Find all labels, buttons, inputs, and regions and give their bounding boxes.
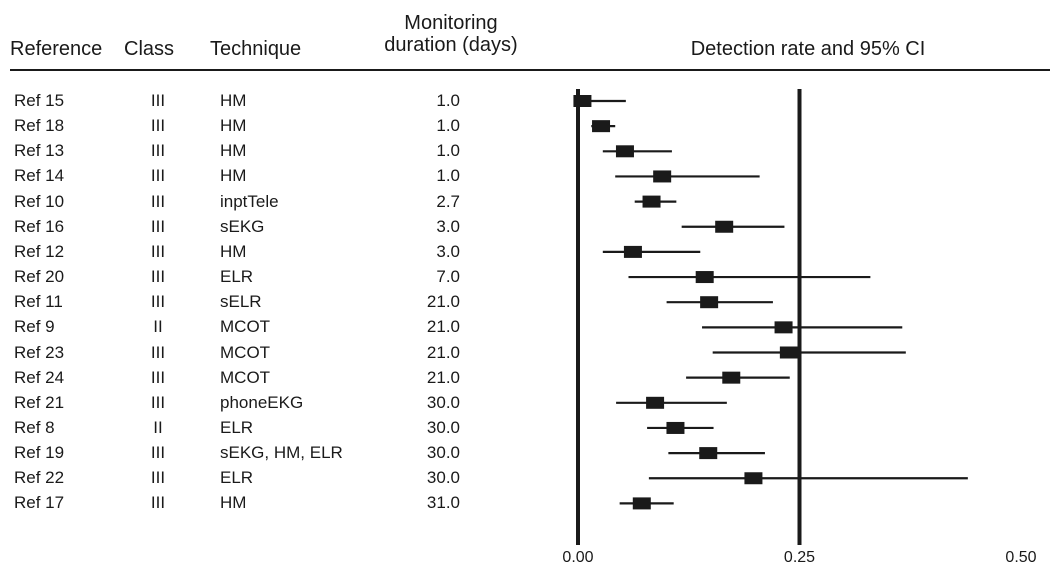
point-estimate xyxy=(573,95,592,107)
cell-duration: 21.0 xyxy=(426,292,460,312)
cell-technique: sEKG xyxy=(220,216,265,236)
cell-duration: 1.0 xyxy=(436,166,460,186)
cell-technique: HM xyxy=(220,141,247,161)
x-tick-label: 0.00 xyxy=(562,549,593,566)
cell-class: II xyxy=(153,317,163,337)
cell-technique: MCOT xyxy=(220,317,271,337)
cell-duration: 21.0 xyxy=(426,342,460,362)
point-estimate xyxy=(615,145,634,158)
point-estimate xyxy=(642,195,661,208)
point-estimate xyxy=(632,497,651,510)
cell-technique: ELR xyxy=(220,417,254,437)
cell-reference: Ref 21 xyxy=(14,392,65,412)
cell-reference: Ref 22 xyxy=(14,468,65,488)
cell-duration: 1.0 xyxy=(436,116,460,136)
cell-class: III xyxy=(150,91,166,110)
cell-duration: 31.0 xyxy=(426,493,460,513)
cell-duration: 21.0 xyxy=(426,317,460,337)
cell-reference: Ref 17 xyxy=(14,493,65,513)
cell-duration: 1.0 xyxy=(436,91,460,110)
cell-technique: sELR xyxy=(220,292,262,312)
cell-reference: Ref 14 xyxy=(14,166,65,186)
cell-reference: Ref 13 xyxy=(14,141,65,161)
point-estimate xyxy=(653,170,672,183)
x-tick-label: 0.50 xyxy=(1005,549,1036,566)
cell-class: III xyxy=(150,141,166,161)
cell-class: III xyxy=(150,216,166,236)
header-reference: Reference xyxy=(10,38,103,60)
cell-duration: 30.0 xyxy=(426,417,460,437)
cell-class: III xyxy=(150,241,166,261)
point-estimate xyxy=(700,296,719,309)
cell-technique: ELR xyxy=(220,468,254,488)
cell-class: III xyxy=(150,166,166,186)
cell-duration: 3.0 xyxy=(436,216,460,236)
header-monitoring-line2: duration (days) xyxy=(384,34,518,56)
cell-class: III xyxy=(150,493,166,513)
cell-class: III xyxy=(150,292,166,312)
cell-duration: 21.0 xyxy=(426,367,460,387)
cell-reference: Ref 24 xyxy=(14,367,65,387)
cell-duration: 30.0 xyxy=(426,392,460,412)
cell-technique: ELR xyxy=(220,267,254,287)
header-rule xyxy=(10,69,1050,71)
cell-reference: Ref 11 xyxy=(14,292,63,312)
point-estimate xyxy=(779,346,798,359)
cell-duration: 30.0 xyxy=(426,468,460,488)
cell-reference: Ref 15 xyxy=(14,91,65,110)
x-tick-label: 0.25 xyxy=(784,549,815,566)
cell-duration: 2.7 xyxy=(436,191,460,211)
cell-technique: inptTele xyxy=(220,191,279,211)
cell-duration: 1.0 xyxy=(436,141,460,161)
point-estimate xyxy=(774,321,793,334)
header-technique: Technique xyxy=(210,38,302,60)
cell-reference: Ref 18 xyxy=(14,116,65,136)
cell-technique: HM xyxy=(220,493,247,513)
header-detection-rate-ci: Detection rate and 95% CI xyxy=(690,38,926,60)
cell-class: III xyxy=(150,267,166,287)
cell-technique: sEKG, HM, ELR xyxy=(220,443,343,463)
point-estimate xyxy=(623,245,642,258)
point-estimate xyxy=(715,220,734,233)
cell-technique: MCOT xyxy=(220,342,271,362)
point-estimate xyxy=(646,396,665,409)
cell-reference: Ref 19 xyxy=(14,443,65,463)
cell-technique: HM xyxy=(220,116,247,136)
cell-class: II xyxy=(153,417,163,437)
cell-technique: HM xyxy=(220,166,247,186)
cell-technique: phoneEKG xyxy=(220,392,304,412)
cell-reference: Ref 23 xyxy=(14,342,65,362)
cell-reference: Ref 20 xyxy=(14,267,65,287)
cell-reference: Ref 8 xyxy=(14,417,55,437)
point-estimate xyxy=(695,271,714,284)
cell-class: III xyxy=(150,367,166,387)
cell-class: III xyxy=(150,468,166,488)
cell-duration: 3.0 xyxy=(436,241,460,261)
cell-technique: MCOT xyxy=(220,367,271,387)
point-estimate xyxy=(744,472,763,485)
cell-reference: Ref 9 xyxy=(14,317,55,337)
header-monitoring-line1: Monitoring xyxy=(404,12,498,34)
cell-class: III xyxy=(150,116,166,136)
point-estimate xyxy=(722,371,741,384)
cell-duration: 7.0 xyxy=(436,267,460,287)
point-estimate xyxy=(666,421,685,434)
header-class: Class xyxy=(124,38,175,60)
cell-class: III xyxy=(150,342,166,362)
point-estimate xyxy=(592,120,611,133)
cell-reference: Ref 16 xyxy=(14,216,65,236)
cell-class: III xyxy=(150,392,166,412)
cell-reference: Ref 10 xyxy=(14,191,65,211)
cell-technique: HM xyxy=(220,241,247,261)
cell-class: III xyxy=(150,443,166,463)
cell-class: III xyxy=(150,191,166,211)
point-estimate xyxy=(699,447,718,460)
header-monitoring-duration: Monitoring duration (days) xyxy=(368,12,534,56)
cell-reference: Ref 12 xyxy=(14,241,65,261)
cell-technique: HM xyxy=(220,91,247,110)
cell-duration: 30.0 xyxy=(426,443,460,463)
